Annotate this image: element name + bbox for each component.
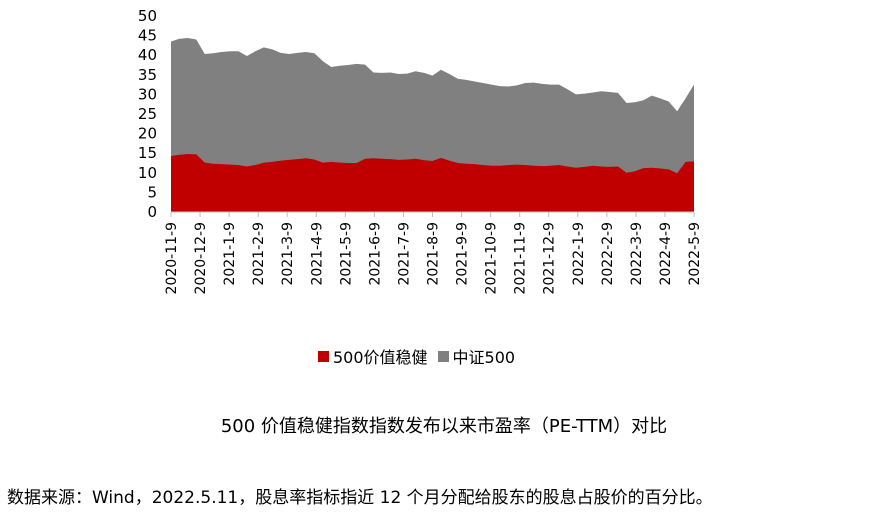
x-tick-label: 2021-3-9 <box>280 222 296 286</box>
legend-swatch-value <box>318 350 329 362</box>
figure-caption: 500 价值稳健指数指数发布以来市盈率（PE-TTM）对比 <box>220 416 668 437</box>
x-tick-label: 2021-7-9 <box>396 222 412 286</box>
y-tick-label: 20 <box>138 125 157 143</box>
y-tick-label: 5 <box>147 183 157 201</box>
x-tick-label: 2020-12-9 <box>193 222 209 294</box>
area-series-value <box>171 153 694 212</box>
legend-item-value: 500价值稳健 <box>318 344 428 368</box>
legend-item-csi500: 中证500 <box>437 344 516 368</box>
x-tick-label: 2021-4-9 <box>309 222 325 286</box>
x-tick-label: 2022-2-9 <box>600 222 616 286</box>
x-tick-label: 2021-5-9 <box>338 222 354 286</box>
y-tick-label: 0 <box>147 203 157 221</box>
chart-legend: 500价值稳健 中证500 <box>318 344 525 368</box>
x-tick-label: 2021-12-9 <box>542 222 558 294</box>
x-tick-label: 2021-10-9 <box>484 222 500 294</box>
legend-label-csi500: 中证500 <box>452 348 516 367</box>
x-tick-label: 2020-11-9 <box>164 222 180 294</box>
x-tick-label: 2021-8-9 <box>426 222 442 286</box>
y-tick-label: 45 <box>138 27 157 45</box>
y-tick-label: 50 <box>138 7 157 25</box>
x-tick-label: 2021-9-9 <box>455 222 471 286</box>
y-tick-label: 35 <box>138 66 157 84</box>
x-tick-label: 2022-4-9 <box>658 222 674 286</box>
x-tick-label: 2021-1-9 <box>222 222 238 286</box>
x-tick-label: 2022-1-9 <box>571 222 587 286</box>
x-tick-label: 2022-5-9 <box>687 222 703 286</box>
y-tick-label: 10 <box>138 164 157 182</box>
source-note: 数据来源：Wind，2022.5.11，股息率指标指近 12 个月分配给股东的股… <box>7 488 713 508</box>
y-tick-label: 30 <box>138 85 157 103</box>
x-tick-label: 2021-2-9 <box>251 222 267 286</box>
y-tick-label: 15 <box>138 144 157 162</box>
x-tick-label: 2021-11-9 <box>513 222 529 294</box>
series-layer <box>171 37 694 213</box>
legend-swatch-csi500 <box>437 350 449 362</box>
y-tick-label: 40 <box>138 46 157 64</box>
legend-label-value: 500价值稳健 <box>333 348 428 367</box>
x-tick-label: 2022-3-9 <box>629 222 645 286</box>
x-tick-label: 2021-6-9 <box>367 222 383 286</box>
y-tick-label: 25 <box>138 105 157 123</box>
